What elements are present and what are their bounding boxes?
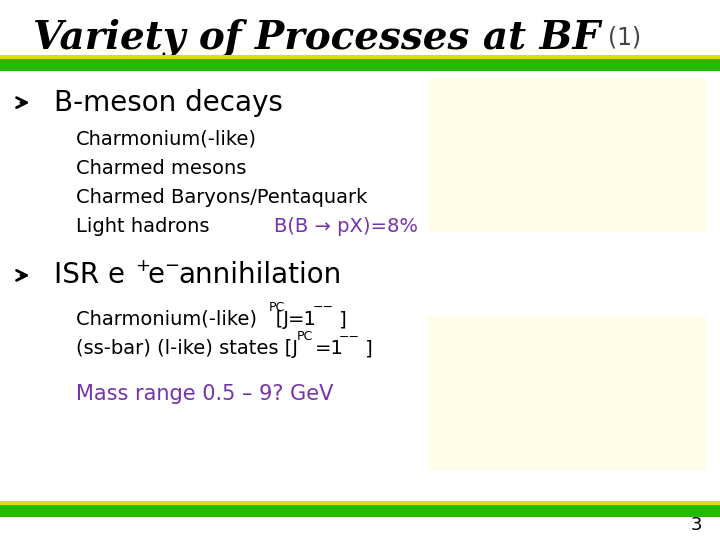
Text: Mass range 0.5 – 9? GeV: Mass range 0.5 – 9? GeV <box>76 384 333 404</box>
Text: ISR e: ISR e <box>54 261 125 289</box>
Bar <box>0 501 720 505</box>
Bar <box>428 316 706 470</box>
Text: −−: −− <box>312 301 333 314</box>
Text: ]: ] <box>333 310 346 329</box>
Bar <box>0 505 720 517</box>
Text: 3: 3 <box>690 516 702 534</box>
Text: −: − <box>164 256 179 275</box>
Text: PC: PC <box>269 301 285 314</box>
Text: e: e <box>148 261 165 289</box>
Text: =1: =1 <box>315 339 343 359</box>
Text: Charmonium(-like)   [J: Charmonium(-like) [J <box>76 310 289 329</box>
Text: +: + <box>135 256 150 275</box>
Text: Charmed mesons: Charmed mesons <box>76 159 246 178</box>
Text: B(B → pX)=8%: B(B → pX)=8% <box>274 217 418 237</box>
Text: Light hadrons: Light hadrons <box>76 217 209 237</box>
Text: −−: −− <box>338 330 359 343</box>
Text: (ss-bar) (l-ike) states [J: (ss-bar) (l-ike) states [J <box>76 339 297 359</box>
Text: ]: ] <box>359 339 372 359</box>
Text: PC: PC <box>297 330 313 343</box>
Text: Charmonium(-like): Charmonium(-like) <box>76 130 256 149</box>
Text: B-meson decays: B-meson decays <box>54 89 283 117</box>
Text: =1: =1 <box>288 310 317 329</box>
Text: (1): (1) <box>608 26 642 50</box>
Bar <box>0 59 720 71</box>
Text: annihilation: annihilation <box>179 261 342 289</box>
Text: Variety of Processes at BF: Variety of Processes at BF <box>33 18 600 57</box>
Bar <box>428 78 706 232</box>
Text: Charmed Baryons/Pentaquark: Charmed Baryons/Pentaquark <box>76 188 367 207</box>
Bar <box>0 55 720 59</box>
